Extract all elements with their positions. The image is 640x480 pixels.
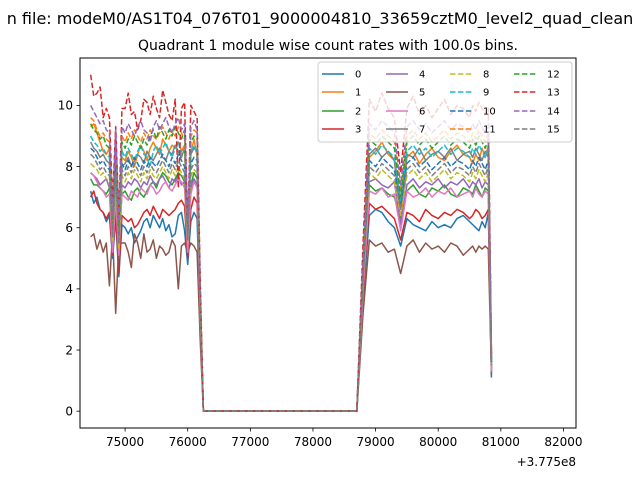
x-tick-label: 75000 xyxy=(106,435,144,449)
x-offset-label: +3.775e8 xyxy=(517,455,576,469)
x-tick-label: 76000 xyxy=(169,435,207,449)
y-tick-label: 0 xyxy=(65,404,73,418)
series-line-15 xyxy=(90,153,493,412)
legend-item-12: 12 xyxy=(514,70,560,81)
x-tick-label: 82000 xyxy=(544,435,582,449)
legend-item-9: 9 xyxy=(450,88,489,99)
legend-label: 5 xyxy=(419,88,425,99)
x-axis: 75000 76000 77000 78000 79000 80000 81000 82000 xyxy=(106,428,583,449)
legend-label: 8 xyxy=(483,70,489,81)
chart-title: Quadrant 1 module wise count rates with … xyxy=(138,38,518,54)
legend-label: 0 xyxy=(355,70,361,81)
legend-label: 4 xyxy=(419,70,425,81)
legend-box xyxy=(317,61,573,143)
legend-item-15: 15 xyxy=(514,125,560,136)
y-tick-label: 10 xyxy=(58,99,73,113)
legend-label: 2 xyxy=(355,107,361,118)
legend-item-5: 5 xyxy=(386,88,425,99)
legend-label: 14 xyxy=(547,107,560,118)
legend-label: 11 xyxy=(483,125,496,136)
legend-label: 7 xyxy=(419,125,425,136)
legend-label: 3 xyxy=(355,125,361,136)
legend-label: 13 xyxy=(547,88,560,99)
legend-item-13: 13 xyxy=(514,88,560,99)
y-tick-label: 6 xyxy=(65,221,73,235)
x-tick-label: 79000 xyxy=(357,435,395,449)
legend-item-2: 2 xyxy=(322,107,361,118)
legend-item-8: 8 xyxy=(450,70,489,81)
y-axis: 0 2 4 6 8 10 xyxy=(58,99,80,418)
legend-item-10: 10 xyxy=(450,107,496,118)
x-tick-label: 80000 xyxy=(419,435,457,449)
legend-item-7: 7 xyxy=(386,125,425,136)
legend-item-1: 1 xyxy=(322,88,361,99)
legend-label: 10 xyxy=(483,107,496,118)
y-tick-label: 4 xyxy=(65,282,73,296)
legend-item-14: 14 xyxy=(514,107,560,118)
legend-label: 1 xyxy=(355,88,361,99)
legend-label: 6 xyxy=(419,107,425,118)
legend-label: 9 xyxy=(483,88,489,99)
y-tick-label: 8 xyxy=(65,160,73,174)
x-tick-label: 77000 xyxy=(231,435,269,449)
series-layer xyxy=(89,74,493,412)
y-tick-label: 2 xyxy=(65,343,73,357)
x-tick-label: 81000 xyxy=(482,435,520,449)
legend-item-11: 11 xyxy=(450,125,496,136)
legend-item-3: 3 xyxy=(322,125,361,136)
legend-item-4: 4 xyxy=(386,70,425,81)
legend-item-0: 0 xyxy=(322,70,361,81)
legend-label: 12 xyxy=(547,70,560,81)
legend-label: 15 xyxy=(547,125,560,136)
x-tick-label: 78000 xyxy=(294,435,332,449)
axes-frame xyxy=(79,57,577,429)
legend-item-6: 6 xyxy=(386,107,425,118)
figure-suptitle: n file: modeM0/AS1T04_076T01_9000004810_… xyxy=(7,9,634,29)
